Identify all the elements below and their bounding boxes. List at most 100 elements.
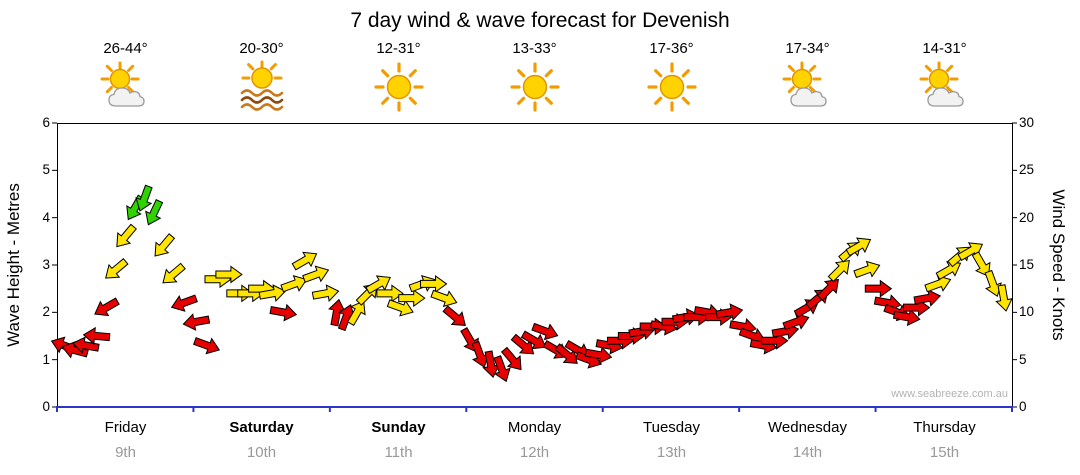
temperature-range: 17-36° <box>649 40 694 57</box>
wind-arrow <box>302 265 330 283</box>
wind-arrow <box>554 343 578 364</box>
wind-arrow <box>269 303 298 322</box>
wind-arrow <box>913 289 942 307</box>
wind-arrow <box>520 330 547 350</box>
wind-arrow <box>82 326 111 345</box>
day-date: 12th <box>519 444 550 461</box>
partly-cloudy-icon <box>876 60 1013 119</box>
left-axis-tick: 0 <box>42 399 50 414</box>
temperature-range: 12-31° <box>376 40 421 57</box>
watermark: www.seabreeze.com.au <box>891 388 1008 400</box>
wind-arrow <box>500 346 522 371</box>
wind-arrow <box>984 269 1002 297</box>
wind-arrow <box>935 261 962 280</box>
wind-arrow <box>94 297 120 317</box>
day-label: Sunday <box>371 419 426 436</box>
wind-arrow <box>510 333 535 355</box>
wind-arrow <box>864 279 893 298</box>
right-axis-tick: 15 <box>1019 257 1035 272</box>
day-label: Saturday <box>229 419 294 436</box>
wind-arrow <box>170 294 198 312</box>
left-axis-tick: 6 <box>42 115 50 130</box>
wind-arrow <box>154 233 176 257</box>
wind-arrow <box>584 346 613 365</box>
wind-arrow <box>215 265 243 284</box>
right-axis-tick: 0 <box>1019 399 1027 414</box>
wind-arrow <box>782 312 810 331</box>
right-axis-tick: 30 <box>1019 115 1035 130</box>
wind-arrow <box>346 300 366 327</box>
wind-arrow <box>853 260 881 279</box>
right-axis-tick: 20 <box>1019 210 1035 225</box>
temperature-range: 14-31° <box>922 40 967 57</box>
wind-arrow <box>328 298 346 327</box>
day-label: Monday <box>507 419 562 436</box>
left-axis-title: Wave Height - Metres <box>4 183 23 347</box>
temperature-range: 13-33° <box>512 40 557 57</box>
wind-arrow <box>386 299 414 317</box>
left-axis-tick: 5 <box>42 162 50 177</box>
day-date: 13th <box>656 444 687 461</box>
wind-arrow <box>193 337 221 355</box>
left-axis-tick: 1 <box>42 352 50 367</box>
wind-arrow <box>995 284 1013 312</box>
partly-cloudy-icon <box>57 60 194 119</box>
wind-arrow <box>715 303 744 321</box>
wind-arrow <box>116 223 137 248</box>
wind-arrow <box>145 199 164 226</box>
wind-arrow <box>892 308 921 327</box>
day-label: Wednesday <box>768 419 847 436</box>
sunny-icon <box>466 60 603 119</box>
wind-arrow <box>471 340 489 368</box>
wind-arrow <box>398 289 426 308</box>
wind-arrow <box>182 313 211 331</box>
wind-arrow <box>258 284 287 302</box>
wind-arrow <box>311 284 340 302</box>
wind-arrow <box>72 336 100 355</box>
day-date: 11th <box>384 444 413 461</box>
left-axis-tick: 3 <box>42 257 50 272</box>
day-date: 10th <box>246 444 277 461</box>
partly-cloudy-icon <box>739 60 876 119</box>
wind-arrow <box>162 262 186 284</box>
wind-arrow <box>420 274 448 293</box>
wind-arrow <box>105 257 129 279</box>
temperature-range: 20-30° <box>239 40 284 57</box>
wind-arrow <box>135 184 153 212</box>
wind-arrow <box>442 305 466 326</box>
sun-haze-icon <box>193 60 330 119</box>
wind-arrow <box>957 242 984 262</box>
temperature-range: 26-44° <box>103 40 148 57</box>
wind-arrow <box>376 284 404 303</box>
wind-arrow <box>365 275 391 295</box>
wind-arrow <box>816 278 839 302</box>
wind-arrow <box>482 350 500 379</box>
wind-arrow <box>291 251 318 271</box>
wind-arrow <box>971 251 991 277</box>
wind-arrow <box>924 274 952 293</box>
wind-arrow <box>280 274 308 293</box>
wind-arrow <box>493 355 511 383</box>
right-axis-title: Wind Speed - Knots <box>1049 189 1068 341</box>
day-date: 14th <box>792 444 823 461</box>
day-date: 9th <box>115 444 136 461</box>
page-title: 7 day wind & wave forecast for Devenish <box>350 9 730 32</box>
wind-arrow <box>827 259 850 283</box>
wind-arrow <box>337 304 356 332</box>
day-label: Friday <box>104 419 147 436</box>
temperature-range: 17-34° <box>785 40 830 57</box>
wind-arrow <box>531 322 559 341</box>
right-axis-tick: 5 <box>1019 352 1027 367</box>
sunny-icon <box>330 60 467 119</box>
day-label: Tuesday <box>643 419 700 436</box>
left-axis-tick: 2 <box>42 304 50 319</box>
day-label: Thursday <box>913 419 976 436</box>
sunny-icon <box>603 60 740 119</box>
day-date: 15th <box>929 444 960 461</box>
left-axis-tick: 4 <box>42 210 50 225</box>
wind-arrow <box>845 237 872 257</box>
wind-arrow <box>430 289 458 308</box>
right-axis-tick: 10 <box>1019 304 1035 319</box>
